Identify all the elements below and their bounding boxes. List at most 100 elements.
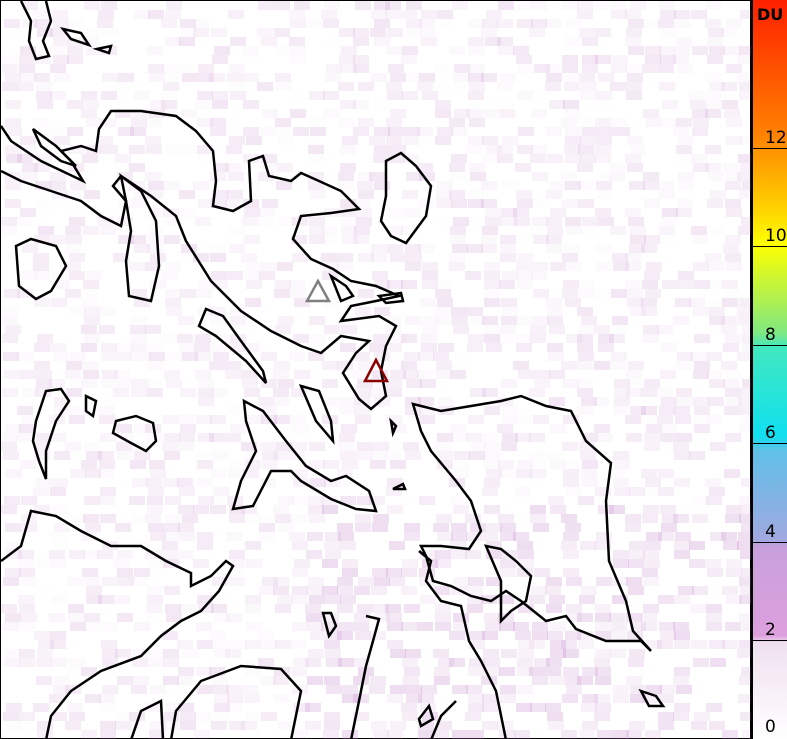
so2-pixel: [134, 424, 150, 433]
coastline-catanduanes: [379, 151, 433, 245]
so2-pixel: [211, 604, 227, 613]
so2-pixel: [117, 217, 133, 226]
so2-pixel: [273, 451, 289, 460]
so2-pixel: [562, 694, 578, 703]
so2-pixel: [275, 640, 291, 649]
so2-pixel: [371, 10, 387, 19]
so2-pixel: [387, 640, 403, 649]
so2-pixel: [309, 91, 325, 100]
so2-pixel: [561, 118, 577, 127]
so2-pixel: [69, 208, 85, 217]
so2-pixel: [673, 514, 689, 523]
so2-pixel: [531, 118, 547, 127]
so2-pixel: [530, 325, 546, 334]
so2-pixel: [546, 298, 562, 307]
so2-pixel: [598, 190, 614, 199]
so2-pixel: [468, 100, 484, 109]
so2-pixel: [577, 118, 593, 127]
so2-pixel: [627, 136, 643, 145]
so2-pixel: [674, 667, 690, 676]
coastline-islet: [92, 44, 113, 55]
so2-pixel: [164, 433, 180, 442]
so2-pixel: [353, 694, 369, 703]
colorbar-tick: [753, 246, 787, 248]
so2-pixel: [1, 604, 17, 613]
so2-pixel: [353, 622, 369, 631]
so2-pixel: [258, 1, 274, 10]
so2-pixel: [627, 289, 643, 298]
so2-pixel: [213, 685, 229, 694]
so2-pixel: [226, 145, 242, 154]
so2-pixel: [497, 496, 513, 505]
so2-pixel: [646, 118, 662, 127]
so2-pixel: [374, 100, 390, 109]
so2-pixel: [374, 127, 390, 136]
so2-pixel: [84, 190, 100, 199]
so2-pixel: [261, 712, 277, 721]
so2-pixel: [705, 145, 721, 154]
colorbar-tick-label: 10: [765, 226, 787, 247]
so2-pixel: [694, 334, 710, 343]
so2-pixel: [260, 676, 276, 685]
so2-pixel: [742, 181, 758, 190]
so2-pixel: [610, 82, 626, 91]
so2-pixel: [566, 19, 582, 28]
so2-pixel: [101, 1, 117, 10]
so2-pixel: [6, 703, 22, 712]
so2-pixel: [35, 181, 51, 190]
so2-pixel: [163, 721, 179, 730]
so2-pixel: [418, 244, 434, 253]
so2-pixel: [465, 271, 481, 280]
so2-pixel: [738, 316, 754, 325]
so2-pixel: [165, 37, 181, 46]
so2-pixel: [629, 181, 645, 190]
so2-pixel: [36, 82, 52, 91]
so2-pixel: [229, 721, 245, 730]
so2-pixel: [579, 73, 595, 82]
so2-pixel: [339, 406, 355, 415]
so2-pixel: [451, 127, 467, 136]
so2-pixel: [374, 613, 390, 622]
so2-pixel: [709, 379, 725, 388]
so2-pixel: [354, 199, 370, 208]
so2-pixel: [325, 649, 341, 658]
so2-pixel: [499, 280, 515, 289]
so2-pixel: [86, 451, 102, 460]
so2-pixel: [132, 478, 148, 487]
so2-pixel: [18, 559, 34, 568]
so2-pixel: [739, 595, 755, 604]
so2-pixel: [498, 1, 514, 10]
so2-pixel: [278, 217, 294, 226]
so2-pixel: [485, 37, 501, 46]
coastline-cebu: [418, 550, 508, 739]
so2-pixel: [627, 298, 643, 307]
so2-pixel: [33, 262, 49, 271]
so2-pixel: [437, 316, 453, 325]
so2-pixel: [694, 424, 710, 433]
so2-pixel: [577, 631, 593, 640]
so2-pixel: [66, 388, 82, 397]
so2-pixel: [227, 127, 243, 136]
so2-pixel: [117, 568, 133, 577]
so2-pixel: [325, 550, 341, 559]
so2-pixel: [580, 208, 596, 217]
so2-pixel: [197, 145, 213, 154]
so2-pixel: [385, 10, 401, 19]
so2-pixel: [33, 118, 49, 127]
so2-pixel: [117, 433, 133, 442]
so2-pixel: [225, 433, 241, 442]
so2-pixel: [102, 649, 118, 658]
so2-pixel: [388, 127, 404, 136]
so2-pixel: [437, 127, 453, 136]
so2-pixel: [100, 487, 116, 496]
so2-pixel: [163, 532, 179, 541]
so2-pixel: [386, 487, 402, 496]
so2-pixel: [390, 460, 406, 469]
so2-pixel: [437, 451, 453, 460]
so2-pixel: [354, 406, 370, 415]
so2-pixel: [389, 541, 405, 550]
so2-pixel: [502, 415, 518, 424]
so2-pixel: [117, 550, 133, 559]
so2-pixel: [721, 28, 737, 37]
so2-pixel: [386, 118, 402, 127]
